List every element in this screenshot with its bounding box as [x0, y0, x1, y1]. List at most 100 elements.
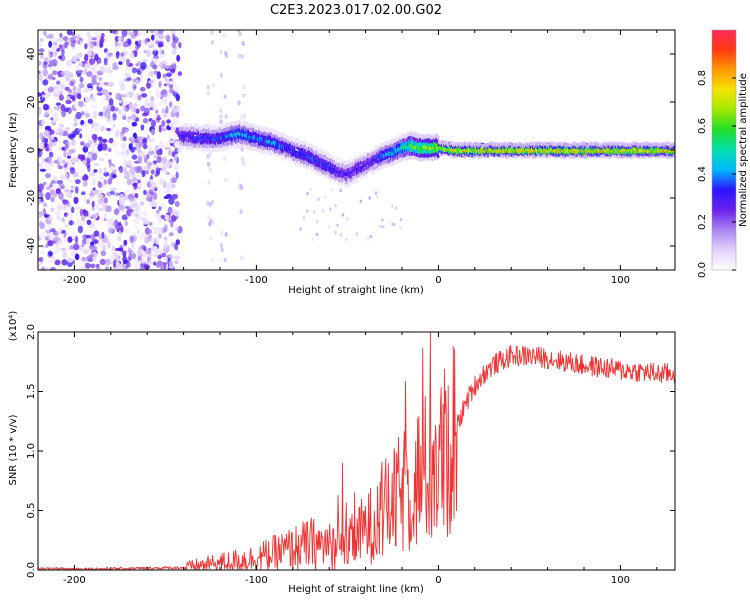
spectrogram-ridge-cell — [370, 149, 373, 154]
spectrogram-noise-cell — [149, 42, 154, 48]
spectrogram-noise-cell — [45, 192, 51, 201]
spectrogram-noise-cell — [95, 203, 101, 210]
spectrogram-noise-cell — [135, 108, 140, 114]
spectrogram-noise-cell — [77, 100, 84, 107]
spectrogram-noise-cell — [336, 223, 339, 228]
spectrogram-noise-cell — [155, 36, 159, 43]
spectrogram-noise-cell — [155, 237, 160, 245]
spectrogram-noise-cell — [156, 155, 162, 163]
spectrogram-ridge-cell — [345, 163, 348, 168]
colorbar-label: Normalized spectral amplitude — [738, 73, 749, 227]
spectrogram-ridge-cell — [400, 157, 403, 162]
spectrogram-noise-cell — [141, 251, 147, 258]
spectrogram-noise-cell — [142, 144, 148, 150]
spectrogram-noise-cell — [153, 227, 159, 235]
spectrogram-noise-cell — [52, 176, 59, 182]
spectrogram-ridge-cell — [301, 147, 304, 152]
spectrogram-noise-cell — [161, 64, 167, 69]
spectrogram-noise-cell — [118, 99, 123, 104]
spectrogram-noise-cell — [91, 37, 97, 41]
spectrogram-noise-cell — [48, 214, 53, 222]
spectrogram-noise-cell — [94, 82, 101, 86]
spectrogram-ridge-cell — [266, 144, 270, 149]
spectrogram-noise-cell — [92, 207, 95, 211]
spectrogram-noise-cell — [175, 117, 181, 121]
spectrogram-noise-cell — [151, 73, 158, 77]
spectrogram-noise-cell — [224, 114, 228, 119]
spectrogram-noise-cell — [110, 190, 115, 195]
spectrogram-noise-cell — [152, 64, 158, 70]
spectrogram-noise-cell — [143, 49, 147, 54]
spectrogram-noise-cell — [59, 32, 63, 38]
spectrogram-noise-cell — [97, 193, 104, 199]
spectrogram-noise-cell — [158, 81, 162, 88]
spectrogram-noise-cell — [206, 162, 211, 167]
spectrogram-noise-cell — [67, 257, 73, 263]
spectrogram-noise-cell — [155, 167, 161, 175]
spectrogram-noise-cell — [125, 66, 131, 71]
spectrogram-noise-cell — [60, 104, 66, 111]
spectrogram-noise-cell — [114, 107, 119, 112]
spectrogram-noise-cell — [57, 73, 63, 78]
spectrogram-noise-cell — [39, 37, 44, 43]
spectrogram-noise-cell — [48, 59, 56, 66]
spectrogram-noise-cell — [168, 140, 175, 144]
spectrogram-noise-cell — [79, 208, 83, 217]
spectrogram-noise-cell — [48, 40, 53, 48]
spectrogram-noise-cell — [112, 113, 117, 121]
spectrogram-noise-cell — [98, 77, 103, 81]
spectrogram-noise-cell — [45, 172, 51, 179]
spectrogram-noise-cell — [99, 41, 104, 48]
spectrogram-noise-cell — [150, 95, 154, 102]
spectrogram-x-axis-label: Height of straight line (km) — [288, 285, 424, 296]
spectrogram-noise-cell — [89, 171, 96, 177]
spectrogram-noise-cell — [321, 208, 325, 213]
spectrogram-noise-cell — [58, 44, 63, 50]
spectrogram-noise-cell — [121, 126, 126, 135]
spectrogram-noise-cell — [134, 193, 139, 199]
spectrogram-noise-cell — [148, 229, 153, 234]
spectrogram-ridge-cell — [270, 131, 273, 136]
spectrogram-ridge-cell — [354, 157, 357, 162]
spectrogram-noise-cell — [91, 152, 98, 161]
spectrogram-noise-cell — [174, 255, 181, 260]
spectrogram-noise-cell — [161, 202, 166, 208]
spectrogram-ridge-cell — [342, 162, 345, 167]
spectrogram-noise-cell — [75, 205, 81, 210]
spectrogram-noise-cell — [225, 53, 229, 59]
spectrogram-noise-cell — [134, 217, 139, 224]
spectrogram-noise-cell — [115, 148, 120, 157]
spectrogram-noise-cell — [83, 210, 89, 217]
spectrogram-noise-cell — [91, 74, 97, 81]
spectrogram-noise-cell — [79, 133, 83, 139]
spectrogram-noise-cell — [80, 111, 85, 116]
spectrogram-noise-cell — [107, 218, 113, 225]
spectrogram-noise-cell — [207, 179, 211, 185]
spectrogram-noise-cell — [379, 224, 382, 229]
spectrogram-noise-cell — [165, 34, 171, 41]
spectrogram-noise-cell — [42, 115, 47, 123]
spectrogram-noise-cell — [315, 232, 319, 237]
spectrogram-ridge-cell — [377, 164, 380, 168]
spectrogram-noise-cell — [222, 33, 226, 38]
spectrogram-noise-cell — [102, 113, 106, 121]
spectrogram-noise-cell — [93, 189, 100, 195]
spectrogram-ridge-cell — [673, 144, 675, 149]
spectrogram-ridge-cell — [349, 158, 352, 163]
spectrogram-noise-cell — [67, 178, 72, 183]
spectrogram-noise-cell — [159, 48, 164, 54]
spectrogram-noise-cell — [157, 42, 164, 48]
spectrogram-noise-cell — [148, 260, 153, 265]
spectrogram-noise-cell — [110, 105, 116, 112]
spectrogram-noise-cell — [52, 119, 57, 124]
spectrogram-ridge-cell — [312, 168, 315, 173]
spectrogram-ridge-cell — [505, 154, 508, 159]
spectrogram-noise-cell — [85, 95, 91, 104]
spectrogram-noise-cell — [84, 175, 89, 180]
spectrogram-noise-cell — [87, 118, 93, 124]
spectrogram-noise-cell — [137, 173, 143, 179]
spectrogram-noise-cell — [374, 191, 378, 195]
spectrogram-ridge-cell — [243, 121, 247, 125]
spectrogram-noise-cell — [91, 133, 98, 141]
spectrogram-ridge-cell — [420, 133, 423, 138]
